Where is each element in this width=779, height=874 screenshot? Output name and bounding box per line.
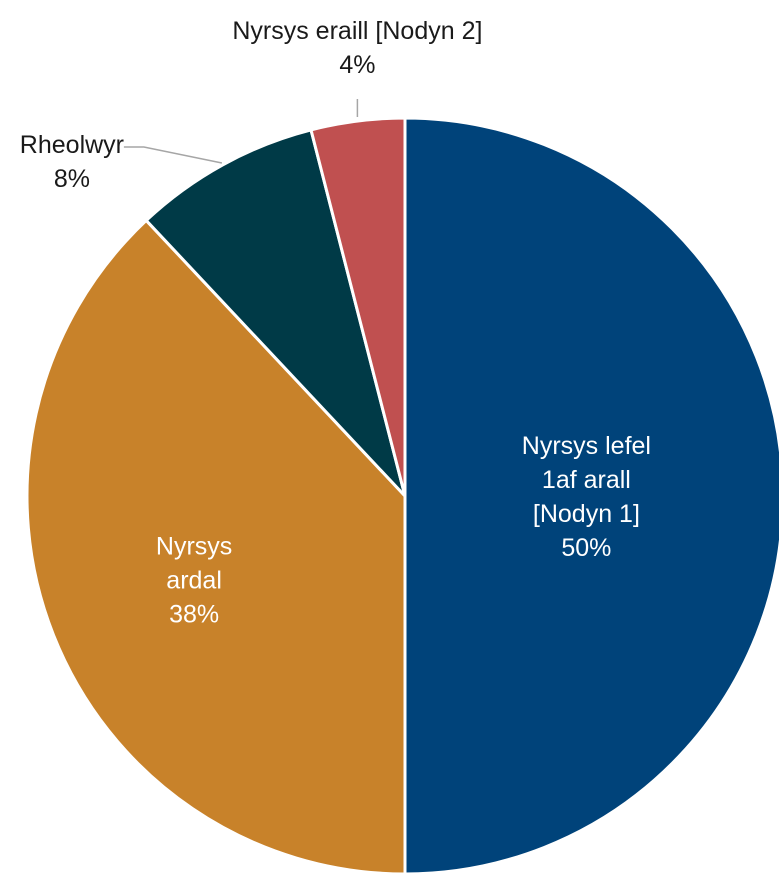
pie-slice-2	[144, 128, 407, 498]
pie-slice-1	[25, 218, 407, 874]
leader-line-2	[123, 146, 223, 164]
slice-label-1: Nyrsys ardal 38%	[156, 533, 232, 629]
slice-label-3: Nyrsys eraill [Nodyn 2] 4%	[232, 17, 482, 79]
slice-label-0: Nyrsys lefel 1af arall [Nodyn 1] 50%	[522, 432, 651, 562]
pie-slice-0	[403, 116, 779, 874]
slice-label-2: Rheolwyr 8%	[20, 131, 124, 193]
pie-slice-3	[309, 116, 407, 498]
